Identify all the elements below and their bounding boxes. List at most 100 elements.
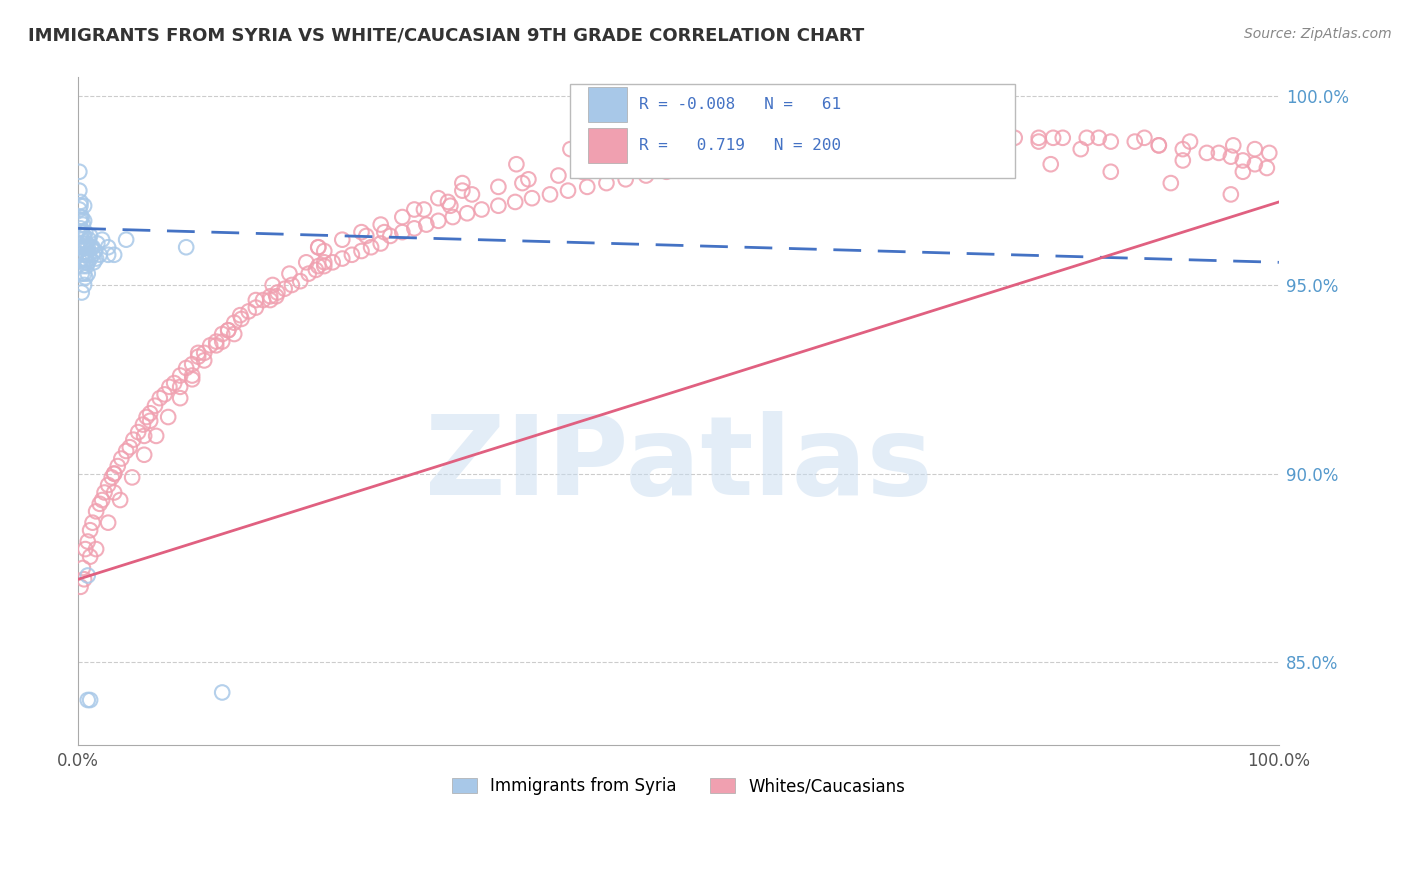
Point — [200, 338, 222, 352]
Point — [415, 218, 437, 232]
Point — [205, 334, 228, 349]
Point — [907, 135, 929, 149]
Point — [193, 346, 215, 360]
Point — [370, 236, 392, 251]
Point — [169, 391, 191, 405]
Point — [193, 353, 215, 368]
Point — [1087, 130, 1109, 145]
Legend: Immigrants from Syria, Whites/Caucasians: Immigrants from Syria, Whites/Caucasians — [443, 769, 914, 804]
Point — [127, 425, 149, 439]
Point — [290, 274, 312, 288]
Point — [356, 228, 378, 243]
Point — [305, 263, 328, 277]
Point — [517, 172, 540, 186]
Point — [1004, 130, 1026, 145]
Point — [859, 138, 882, 153]
Point — [322, 255, 344, 269]
Point — [67, 165, 90, 179]
Point — [1099, 135, 1122, 149]
Point — [73, 572, 96, 586]
FancyBboxPatch shape — [589, 128, 627, 162]
Point — [76, 236, 98, 251]
Point — [859, 138, 882, 153]
Point — [676, 161, 699, 175]
Point — [73, 199, 96, 213]
Point — [97, 478, 120, 492]
Point — [520, 191, 543, 205]
Point — [547, 169, 569, 183]
Point — [82, 240, 104, 254]
Point — [471, 202, 494, 217]
Point — [699, 157, 721, 171]
Point — [83, 255, 105, 269]
Point — [238, 304, 260, 318]
Point — [1070, 142, 1092, 156]
Point — [1171, 142, 1194, 156]
Point — [181, 357, 204, 371]
Point — [122, 433, 145, 447]
Point — [79, 523, 101, 537]
Point — [560, 142, 582, 156]
Point — [859, 130, 882, 145]
Point — [314, 255, 336, 269]
Point — [589, 157, 612, 171]
Point — [962, 135, 984, 149]
Point — [262, 277, 284, 292]
Point — [259, 293, 281, 307]
Text: R = -0.008   N =   61: R = -0.008 N = 61 — [638, 97, 841, 112]
Point — [1076, 130, 1098, 145]
Point — [980, 130, 1002, 145]
Point — [174, 240, 197, 254]
Point — [69, 210, 91, 224]
Point — [75, 240, 97, 254]
Point — [84, 504, 107, 518]
Point — [404, 202, 426, 217]
Point — [103, 485, 125, 500]
Point — [76, 255, 98, 269]
Point — [1258, 145, 1281, 160]
Point — [69, 580, 91, 594]
Point — [330, 252, 353, 266]
Point — [391, 225, 413, 239]
Point — [370, 218, 392, 232]
Point — [70, 225, 93, 239]
Point — [920, 142, 942, 156]
Point — [217, 323, 239, 337]
Point — [72, 228, 94, 243]
Point — [259, 289, 281, 303]
Point — [765, 150, 787, 164]
Point — [79, 228, 101, 243]
Point — [231, 312, 253, 326]
Point — [643, 153, 665, 168]
Point — [75, 270, 97, 285]
Point — [679, 150, 702, 164]
Point — [716, 145, 738, 160]
Point — [73, 267, 96, 281]
Point — [69, 240, 91, 254]
Point — [607, 157, 630, 171]
Point — [298, 267, 321, 281]
Point — [245, 293, 267, 307]
Point — [91, 493, 114, 508]
Point — [451, 176, 474, 190]
Point — [441, 210, 464, 224]
Point — [67, 202, 90, 217]
Point — [76, 259, 98, 273]
Point — [97, 248, 120, 262]
Point — [614, 172, 637, 186]
Point — [307, 240, 329, 254]
Point — [187, 350, 209, 364]
Point — [86, 236, 108, 251]
Point — [636, 169, 658, 183]
Point — [1256, 161, 1278, 175]
Point — [486, 179, 509, 194]
Point — [451, 184, 474, 198]
Point — [107, 459, 129, 474]
Point — [70, 267, 93, 281]
Text: Source: ZipAtlas.com: Source: ZipAtlas.com — [1244, 27, 1392, 41]
Point — [229, 308, 252, 322]
Point — [149, 391, 172, 405]
Point — [115, 444, 138, 458]
FancyBboxPatch shape — [589, 87, 627, 122]
Point — [70, 285, 93, 300]
